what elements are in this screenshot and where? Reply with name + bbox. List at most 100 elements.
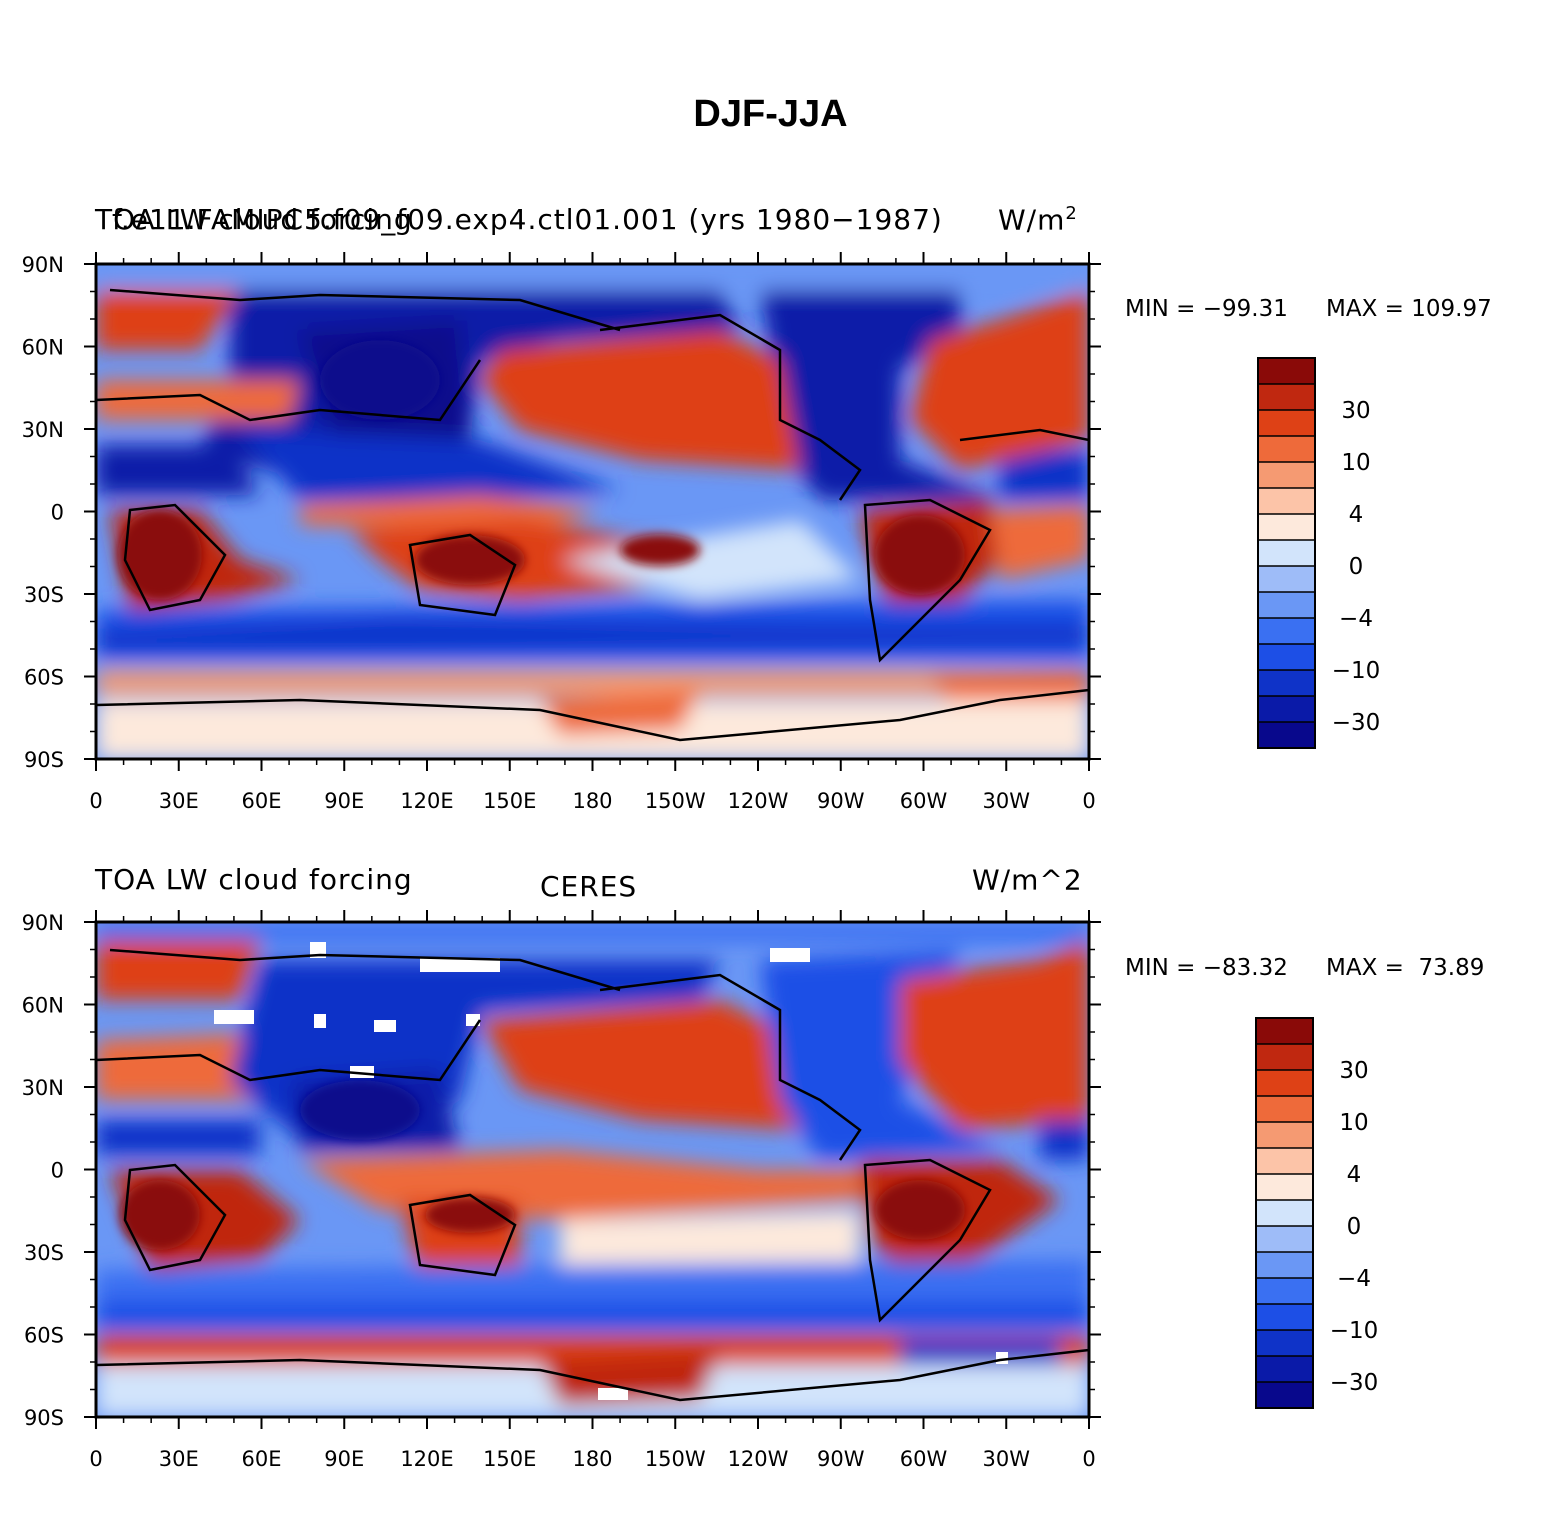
lat-tick-label: 30N [22,1076,64,1100]
lon-tick-label: 30E [159,789,199,813]
lon-tick-label: 30W [983,789,1031,813]
lon-tick-label: 120W [728,1447,789,1471]
lat-tick-label: 90S [24,1406,64,1430]
colorbar-label: 4 [1349,502,1364,528]
lon-tick-label: 150W [645,789,706,813]
lon-tick-label: 90W [817,1447,865,1471]
colorbar-swatch [1258,384,1315,411]
lon-tick-label: 30E [159,1447,199,1471]
panel-center-title: f.e11.FAMIPC5.f09_f09.exp4.ctl01.001 (yr… [112,203,943,236]
colorbar-swatch [1256,1200,1313,1227]
colorbar-swatch [1258,488,1315,515]
map-axes: 90N 60N 30N 0 30S 60S 90S 0 30E 60E 90E 120E 150E 180… [22,910,1101,1471]
colorbar-swatch [1258,540,1315,567]
lon-tick-label: 60E [242,1447,282,1471]
lat-tick-label: 30S [24,583,64,607]
colorbar-swatch [1256,1070,1313,1097]
panel-units: W/m^2 [972,863,1083,897]
colorbar-label: −30 [1330,1370,1379,1396]
lon-tick-label: 180 [572,1447,612,1471]
lon-tick-label: 90E [324,1447,364,1471]
lat-tick-label: 0 [51,501,64,525]
lat-tick-label: 60S [24,666,64,690]
lon-tick-label: 0 [89,789,102,813]
lat-tick-label: 60N [22,336,64,360]
colorbar-label: −30 [1332,710,1381,736]
lon-tick-label: 0 [89,1447,102,1471]
lon-tick-label: 0 [1082,1447,1095,1471]
lon-tick-label: 30W [983,1447,1031,1471]
colorbar-swatch [1258,670,1315,697]
max-value: MAX = 109.97 [1326,296,1492,322]
lat-tick-label: 90S [24,748,64,772]
lon-tick-label: 60W [900,789,948,813]
panel-left-title: TOA LW cloud forcing [95,203,413,236]
colorbar-label: 0 [1349,554,1364,580]
colorbar-swatch [1258,696,1315,723]
colorbar-swatch [1256,1018,1313,1045]
lat-tick-label: 30S [24,1241,64,1265]
colorbar-label: 0 [1347,1214,1362,1240]
colorbar-swatch [1256,1148,1313,1175]
lon-tick-label: 120E [400,789,453,813]
colorbar-swatch [1258,514,1315,541]
colorbar-swatch [1256,1330,1313,1357]
colorbar-label: −4 [1339,606,1373,632]
colorbar-label: 10 [1339,1110,1368,1136]
min-value: MIN = −83.32 [1125,955,1288,981]
lon-tick-label: 150E [483,1447,536,1471]
colorbar-swatch [1256,1252,1313,1279]
lon-tick-label: 120W [728,789,789,813]
colorbar-swatch [1258,410,1315,437]
lon-tick-label: 180 [572,789,612,813]
panel-center-title: CERES [540,870,638,903]
colorbar-swatch [1258,462,1315,489]
panel-left-title: TOA LW cloud forcing [95,863,413,896]
lat-tick-label: 90N [22,911,64,935]
lat-tick-label: 30N [22,418,64,442]
colorbar: 30 10 4 0 −4 −10 −30 [1255,1017,1379,1409]
lat-tick-label: 0 [51,1159,64,1183]
colorbar-label: −10 [1330,1318,1379,1344]
colorbar-swatch [1258,566,1315,593]
colorbar-label: −10 [1332,658,1381,684]
lon-tick-label: 90E [324,789,364,813]
colorbar-swatch [1258,618,1315,645]
colorbar-swatch [1256,1382,1313,1409]
colorbar-swatch [1256,1122,1313,1149]
map-obs [94,920,1091,1419]
colorbar-swatch [1256,1304,1313,1331]
colorbar-label: 30 [1341,398,1370,424]
colorbar-swatch [1256,1356,1313,1383]
colorbar-swatch [1256,1278,1313,1305]
lat-tick-label: 60N [22,994,64,1018]
colorbar-swatch [1258,436,1315,463]
colorbar-label: 30 [1339,1058,1368,1084]
lon-tick-label: 120E [400,1447,453,1471]
lon-tick-label: 60W [900,1447,948,1471]
lon-tick-label: 90W [817,789,865,813]
panel-units: W/m2 [998,203,1078,237]
colorbar-swatch [1256,1174,1313,1201]
lon-tick-label: 150W [645,1447,706,1471]
panel-model: TOA LW cloud forcing f.e11.FAMIPC5.f09_f… [95,203,1492,322]
colorbar-swatch [1258,358,1315,385]
colorbar-swatch [1258,722,1315,749]
colorbar-label: 4 [1347,1162,1362,1188]
lon-tick-label: 60E [242,789,282,813]
colorbar: 30 10 4 0 −4 −10 −30 [1257,357,1381,749]
colorbar-swatch [1256,1096,1313,1123]
colorbar-label: 10 [1341,450,1370,476]
lat-tick-label: 90N [22,253,64,277]
figure-title: DJF-JJA [693,93,848,135]
lat-tick-label: 60S [24,1324,64,1348]
max-value: MAX = 73.89 [1326,955,1485,981]
map-axes: 90N 60N 30N 0 30S 60S 90S 0 30E 60E 90E 120E 150E 180… [22,252,1101,813]
colorbar-swatch [1256,1044,1313,1071]
colorbar-label: −4 [1337,1266,1371,1292]
map-model [94,262,1091,761]
lon-tick-label: 150E [483,789,536,813]
lon-tick-label: 0 [1082,789,1095,813]
